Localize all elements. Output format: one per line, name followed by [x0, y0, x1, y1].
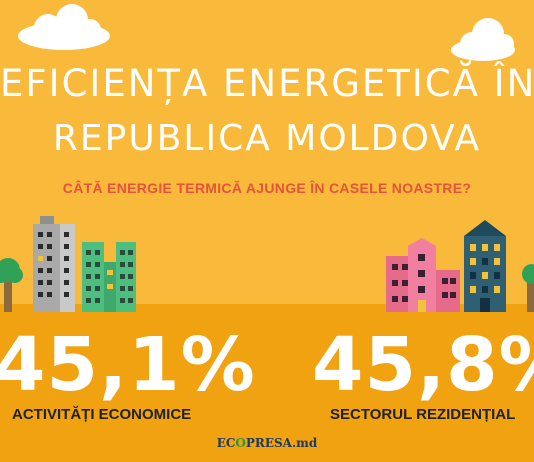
page-title-line-1: EFICIENȚA ENERGETICĂ ÎN [0, 62, 534, 105]
stat-label-economic: ACTIVITĂȚI ECONOMICE [12, 406, 192, 423]
tree-icon [0, 258, 23, 312]
apartment-building-icon [82, 242, 136, 312]
brand-text-o: O [235, 436, 246, 450]
brand-text-b: PRESA.md [245, 436, 318, 450]
apartment-tower-icon [464, 220, 506, 312]
subtitle: CÂTĂ ENERGIE TERMICĂ AJUNGE ÎN CASELE NO… [62, 180, 472, 196]
cloud-icon [451, 18, 515, 61]
tree-icon [522, 264, 534, 312]
page-title-line-2: REPUBLICA MOLDOVA [52, 118, 482, 159]
cloud-icon [18, 4, 110, 50]
stat-value-residential: 45,8% [312, 322, 534, 408]
residential-house-icon [386, 238, 460, 312]
stat-value-economic: 45,1% [0, 322, 256, 408]
ground-band [0, 304, 534, 462]
brand-text-a: EC [216, 436, 236, 450]
buildings-illustration [0, 216, 534, 312]
stat-label-residential: SECTORUL REZIDENȚIAL [330, 406, 516, 423]
brand-logo: ECOPRESA.md [0, 436, 534, 450]
office-building-icon [33, 216, 75, 312]
